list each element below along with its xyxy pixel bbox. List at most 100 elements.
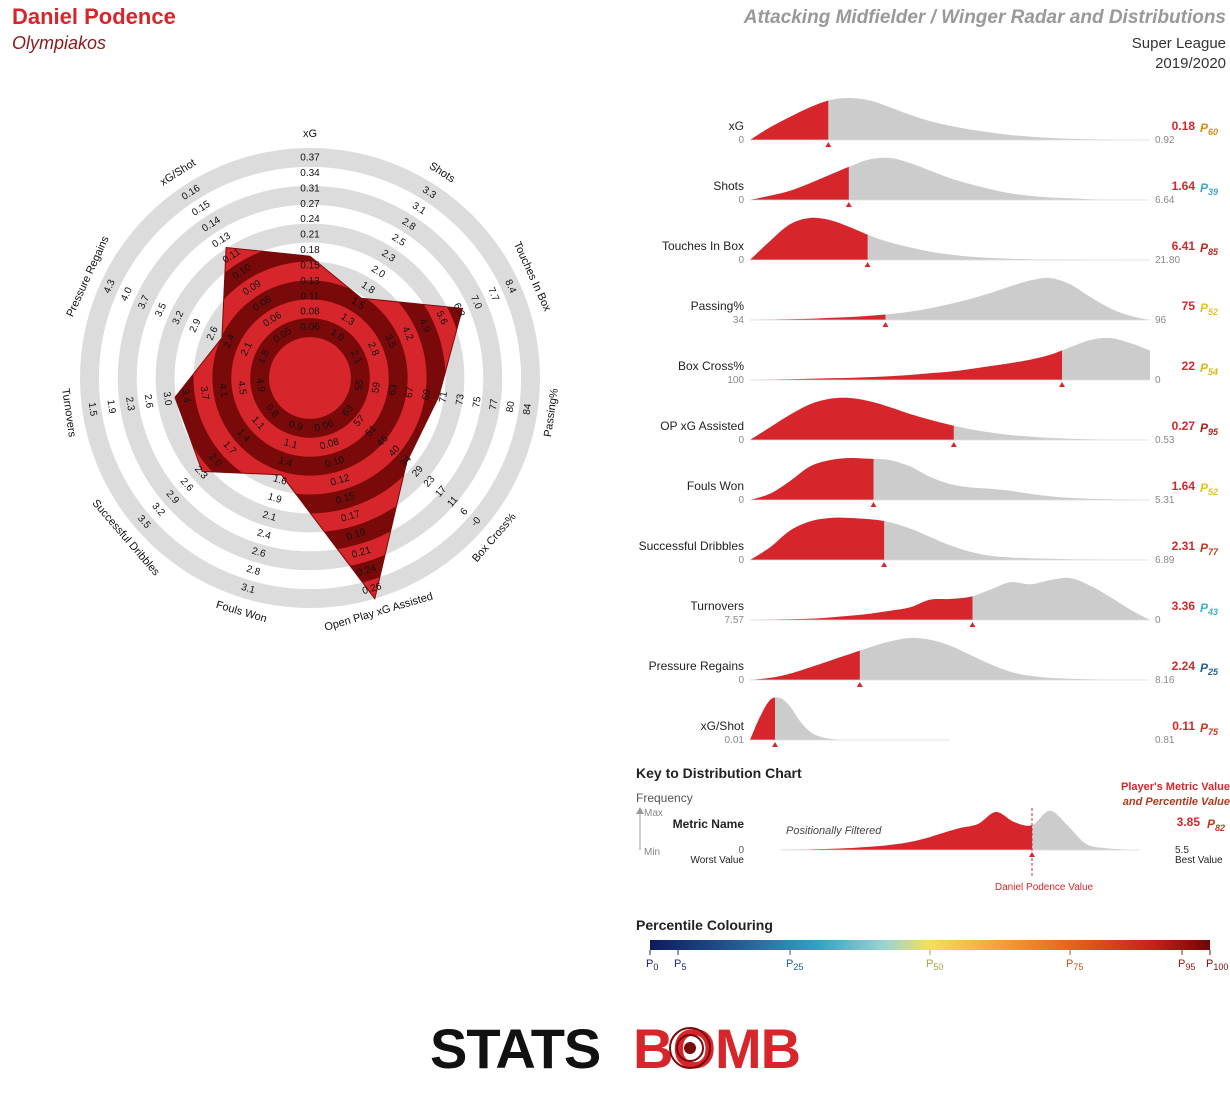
scale-tick-label: P75 bbox=[1066, 958, 1083, 972]
distribution-player-value: 2.24 bbox=[1172, 659, 1196, 673]
radar-tick-label: 0.06 bbox=[300, 322, 320, 333]
radar-tick-label: 3.7 bbox=[198, 386, 211, 402]
radar-tick-label: 0.21 bbox=[300, 230, 320, 241]
radar-tick-label: 0.11 bbox=[301, 291, 320, 302]
radar-player-outline bbox=[174, 246, 464, 600]
distribution-player-area bbox=[750, 457, 874, 500]
league-name: Super League bbox=[1131, 35, 1226, 52]
radar-player-center bbox=[288, 356, 332, 400]
distribution-player-marker bbox=[882, 322, 889, 327]
radar-tick-label: 67 bbox=[404, 386, 417, 399]
radar-tick-label: 2.1 bbox=[348, 348, 364, 366]
radar-tick-label: 71 bbox=[438, 390, 451, 403]
key-player-value-label: Daniel Podence Value bbox=[995, 882, 1094, 893]
radar-tick-label: 3.2 bbox=[171, 309, 187, 327]
distribution-key: Key to Distribution Chart Frequency Max … bbox=[636, 765, 1230, 893]
distribution-player-marker bbox=[881, 562, 888, 567]
distribution-percentile: P54 bbox=[1200, 361, 1218, 377]
distribution-player-value: 75 bbox=[1182, 299, 1196, 313]
key-example-value: 3.85 bbox=[1177, 815, 1201, 829]
distribution-row: OP xG Assisted 0 0.53 0.27 P95 bbox=[660, 397, 1219, 447]
scale-tick-label: P50 bbox=[926, 958, 943, 972]
scale-tick-number: 5 bbox=[681, 962, 686, 972]
key-distribution bbox=[780, 808, 1140, 878]
distribution-area bbox=[750, 97, 1150, 140]
distribution-player-area bbox=[750, 350, 1062, 380]
distribution-percentile-number: 43 bbox=[1207, 607, 1218, 617]
radar-tick-label: 0.08 bbox=[319, 436, 341, 452]
distribution-metric-name: Successful Dribbles bbox=[639, 539, 744, 553]
distribution-metric-name: xG/Shot bbox=[701, 719, 745, 733]
distribution-row: Fouls Won 0 5.31 1.64 P52 bbox=[687, 457, 1218, 507]
distribution-metric-name: Shots bbox=[713, 179, 744, 193]
radar-tick-label: 84 bbox=[522, 403, 535, 416]
distribution-player-value: 0.11 bbox=[1172, 719, 1195, 733]
distribution-row: xG 0 0.92 0.18 P60 bbox=[729, 97, 1218, 147]
key-best-value-label: Best Value bbox=[1175, 855, 1223, 866]
radar-tick-label: 80 bbox=[505, 400, 518, 413]
distribution-row: Shots 0 6.64 1.64 P39 bbox=[713, 157, 1218, 207]
statsbomb-logo: STATS BOMB bbox=[430, 1017, 801, 1080]
radar-tick-label: 0.13 bbox=[300, 276, 320, 287]
distribution-percentile-number: 75 bbox=[1208, 727, 1219, 737]
radar-tick-label: 3.7 bbox=[136, 293, 152, 311]
radar-tick-label: 8.4 bbox=[502, 278, 518, 296]
scale-tick-number: 25 bbox=[793, 962, 803, 972]
key-legend-line1: Player's Metric Value bbox=[1121, 781, 1230, 793]
radar-tick-label: 3.5 bbox=[382, 333, 398, 351]
distribution-metric-name: Touches In Box bbox=[662, 239, 744, 253]
key-frequency-label: Frequency bbox=[636, 791, 693, 805]
radar-tick-label: 4.0 bbox=[119, 285, 135, 303]
radar-tick-label: 2.6 bbox=[250, 546, 267, 561]
radar-tick-label: 0.24 bbox=[300, 214, 320, 225]
radar-tick-label: 0.15 bbox=[335, 491, 357, 507]
key-frequency-arrow bbox=[636, 807, 644, 814]
key-example-percentile: P82 bbox=[1207, 817, 1225, 833]
distribution-area bbox=[750, 277, 1150, 320]
radar-tick-label: 1.8 bbox=[256, 348, 272, 366]
radar-tick-label: 3.0 bbox=[160, 391, 173, 407]
distribution-row: Passing% 34 96 75 P52 bbox=[691, 277, 1218, 327]
distribution-player-marker bbox=[772, 742, 778, 747]
distribution-percentile: P75 bbox=[1200, 721, 1219, 737]
distribution-area bbox=[750, 577, 1150, 620]
key-metric-name: Metric Name bbox=[673, 817, 745, 831]
distribution-max-value: 8.16 bbox=[1155, 675, 1175, 686]
distribution-max-value: 6.89 bbox=[1155, 555, 1175, 566]
key-positional-filter-label: Positionally Filtered bbox=[786, 825, 882, 837]
key-worst-value-number: 0 bbox=[738, 845, 744, 856]
distribution-max-value: 6.64 bbox=[1155, 195, 1175, 206]
radar-tick-label: 2.4 bbox=[256, 528, 273, 543]
radar-tick-label: 4.3 bbox=[102, 278, 118, 296]
key-min-label: Min bbox=[644, 847, 660, 858]
distribution-min-value: 0 bbox=[738, 435, 744, 446]
radar-tick-label: 2.4 bbox=[222, 332, 238, 350]
team-name: Olympiakos bbox=[12, 33, 107, 53]
key-best-value-number: 5.5 bbox=[1175, 845, 1189, 856]
radar-tick-label: 6.3 bbox=[451, 301, 467, 319]
distribution-percentile: P25 bbox=[1200, 661, 1219, 677]
radar-tick-label: 6 bbox=[459, 506, 471, 518]
radar-tick-label: 4.2 bbox=[399, 325, 415, 343]
distribution-player-marker bbox=[856, 682, 863, 687]
distribution-percentile: P77 bbox=[1200, 541, 1219, 557]
radar-tick-label: 0.12 bbox=[329, 472, 351, 488]
player-name: Daniel Podence bbox=[12, 4, 176, 29]
radar-tick-label: 1.1 bbox=[282, 437, 299, 452]
scale-tick-label: P100 bbox=[1206, 958, 1228, 972]
radar-tick-label: 0.15 bbox=[300, 261, 320, 272]
distribution-player-marker bbox=[864, 262, 871, 267]
scale-tick-label: P0 bbox=[646, 958, 658, 972]
radar-tick-label: 1.4 bbox=[277, 455, 294, 470]
radar-tick-label: 69 bbox=[421, 388, 434, 401]
scale-tick-number: 100 bbox=[1213, 962, 1228, 972]
radar-tick-label: 0.9 bbox=[288, 419, 305, 434]
radar-tick-label: 5.6 bbox=[434, 309, 450, 327]
distribution-percentile-number: 95 bbox=[1208, 427, 1219, 437]
distribution-max-value: 0 bbox=[1155, 615, 1161, 626]
distribution-max-value: 0.53 bbox=[1155, 435, 1175, 446]
key-max-label: Max bbox=[644, 808, 663, 819]
distribution-player-marker bbox=[969, 622, 976, 627]
distribution-player-marker bbox=[870, 502, 877, 507]
radar-tick-label: 0.18 bbox=[300, 245, 320, 256]
